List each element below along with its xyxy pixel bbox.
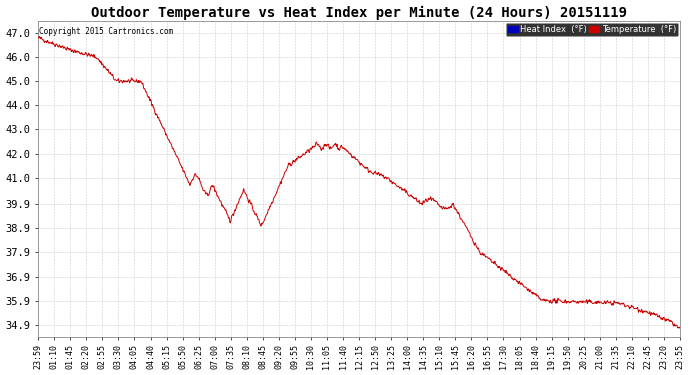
Text: Copyright 2015 Cartronics.com: Copyright 2015 Cartronics.com (39, 27, 174, 36)
Title: Outdoor Temperature vs Heat Index per Minute (24 Hours) 20151119: Outdoor Temperature vs Heat Index per Mi… (91, 6, 627, 20)
Legend: Heat Index  (°F), Temperature  (°F): Heat Index (°F), Temperature (°F) (506, 22, 678, 36)
